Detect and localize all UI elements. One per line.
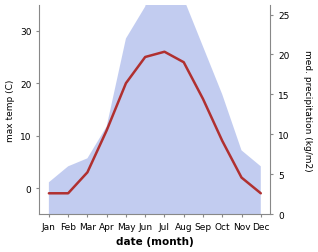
- X-axis label: date (month): date (month): [116, 237, 194, 246]
- Y-axis label: max temp (C): max temp (C): [5, 79, 15, 141]
- Y-axis label: med. precipitation (kg/m2): med. precipitation (kg/m2): [303, 49, 313, 171]
